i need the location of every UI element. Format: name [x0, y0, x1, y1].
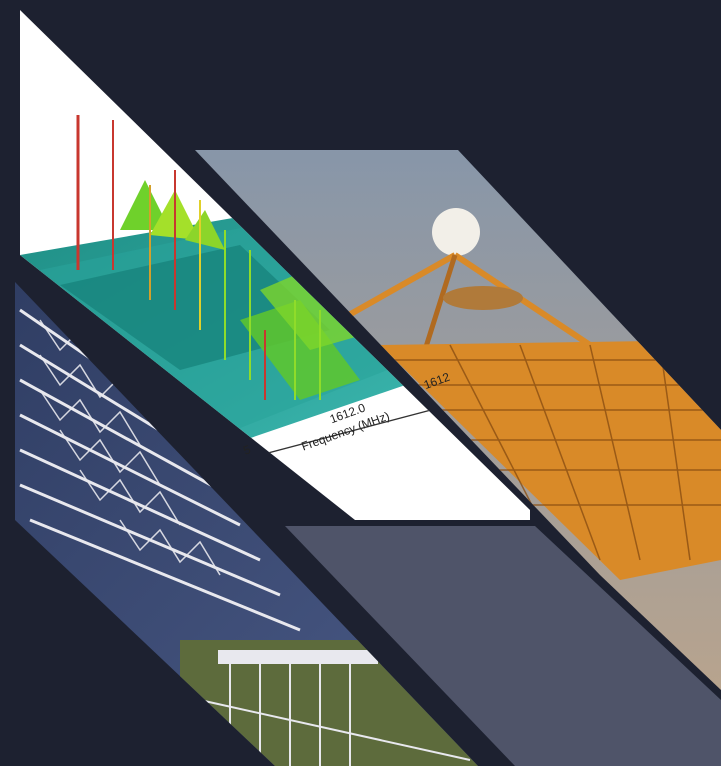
tick-label-1612: 1612 — [421, 369, 452, 393]
moon — [432, 208, 480, 256]
slate-panel — [285, 526, 721, 766]
tick-label-5: 5 — [241, 442, 253, 458]
